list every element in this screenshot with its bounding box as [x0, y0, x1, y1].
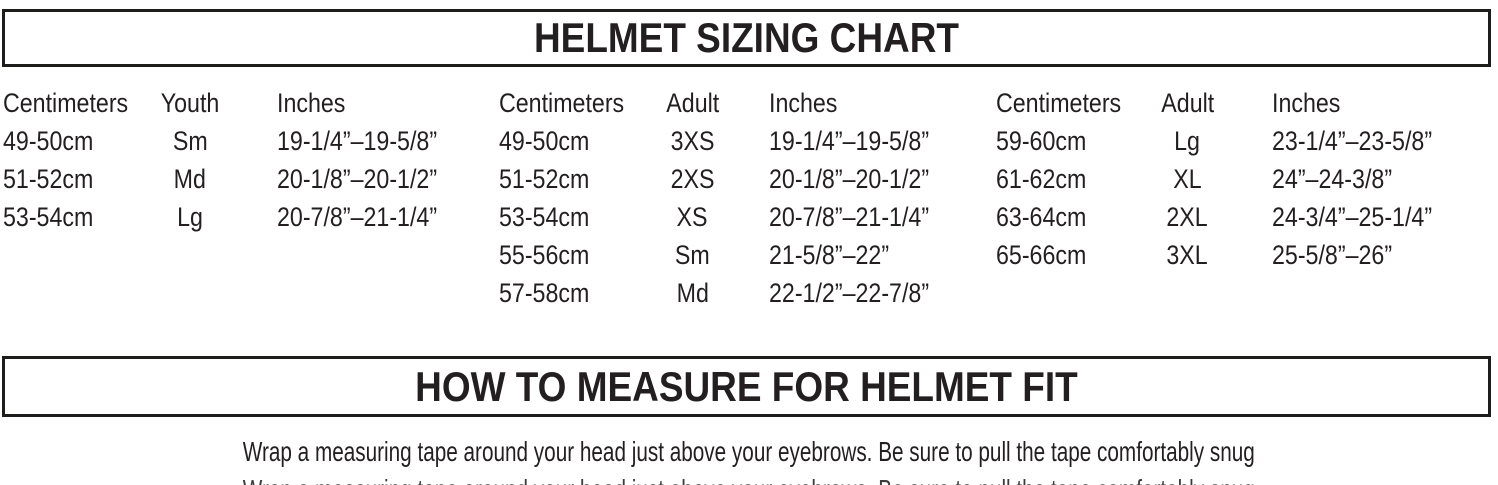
table-cell-inches: 23-1/4”–23-5/8” [1272, 126, 1433, 156]
youth-centimeters-column: Centimeters 49-50cm 51-52cm 53-54cm [3, 84, 149, 236]
table-cell-cm: 49-50cm [3, 126, 94, 156]
table-cell-inches: 24-3/4”–25-1/4” [1272, 202, 1433, 232]
table-cell-size: Lg [1174, 126, 1201, 156]
column-header-centimeters: Centimeters [3, 88, 129, 118]
table-cell-size: Md [676, 278, 709, 308]
helmet-sizing-chart-title-bar: HELMET SIZING CHART [2, 9, 1491, 67]
youth-size-column: Youth Sm Md Lg [115, 84, 265, 236]
table-cell-cm: 51-52cm [3, 164, 94, 194]
column-header-inches: Inches [1272, 88, 1341, 118]
table-cell-size: XL [1173, 164, 1202, 194]
adult-large-inches-column: Inches 23-1/4”–23-5/8” 24”–24-3/8” 24-3/… [1272, 84, 1458, 274]
column-header-centimeters: Centimeters [499, 88, 625, 118]
table-cell-size: 2XS [670, 164, 715, 194]
column-header-inches: Inches [769, 88, 838, 118]
table-cell-size: Sm [675, 240, 710, 270]
adult-small-size-column: Adult 3XS 2XS XS Sm Md [615, 84, 770, 312]
column-header-adult: Adult [1161, 88, 1214, 118]
table-cell-inches: 20-7/8”–21-1/4” [769, 202, 930, 232]
table-cell-cm: 49-50cm [499, 126, 590, 156]
table-cell-size: 3XL [1166, 240, 1209, 270]
table-cell-inches: 19-1/4”–19-5/8” [769, 126, 930, 156]
column-header-adult: Adult [666, 88, 719, 118]
column-header-inches: Inches [277, 88, 346, 118]
column-header-centimeters: Centimeters [996, 88, 1122, 118]
adult-large-size-column: Adult Lg XL 2XL 3XL [1110, 84, 1265, 274]
table-cell-size: 3XS [670, 126, 715, 156]
table-cell-inches: 20-1/8”–20-1/2” [769, 164, 930, 194]
table-cell-size: Md [173, 164, 207, 194]
table-cell-inches: 25-5/8”–26” [1272, 240, 1393, 270]
table-cell-cm: 65-66cm [996, 240, 1087, 270]
table-cell-cm: 57-58cm [499, 278, 590, 308]
table-cell-inches: 22-1/2”–22-7/8” [769, 278, 930, 308]
table-cell-cm: 53-54cm [3, 202, 94, 232]
table-cell-inches: 24”–24-3/8” [1272, 164, 1393, 194]
table-cell-cm: 59-60cm [996, 126, 1087, 156]
youth-inches-column: Inches 19-1/4”–19-5/8” 20-1/8”–20-1/2” 2… [277, 84, 463, 236]
table-cell-inches: 20-1/8”–20-1/2” [277, 164, 438, 194]
how-to-measure-title: HOW TO MEASURE FOR HELMET FIT [415, 362, 1078, 410]
table-cell-size: XS [677, 202, 708, 232]
adult-small-inches-column: Inches 19-1/4”–19-5/8” 20-1/8”–20-1/2” 2… [769, 84, 955, 312]
table-cell-inches: 19-1/4”–19-5/8” [277, 126, 438, 156]
table-cell-cm: 55-56cm [499, 240, 590, 270]
table-cell-size: Lg [177, 202, 203, 232]
table-cell-cm: 61-62cm [996, 164, 1087, 194]
adult-large-centimeters-column: Centimeters 59-60cm 61-62cm 63-64cm 65-6… [996, 84, 1142, 274]
helmet-sizing-chart-title: HELMET SIZING CHART [533, 14, 960, 61]
table-cell-size: 2XL [1166, 202, 1209, 232]
adult-small-centimeters-column: Centimeters 49-50cm 51-52cm 53-54cm 55-5… [499, 84, 645, 312]
how-to-measure-title-bar: HOW TO MEASURE FOR HELMET FIT [2, 356, 1491, 417]
table-cell-size: Sm [172, 126, 208, 156]
table-cell-cm: 53-54cm [499, 202, 590, 232]
table-cell-inches: 21-5/8”–22” [769, 240, 890, 270]
clipped-text-line: Wrap a measuring tape around your head j… [0, 478, 1498, 485]
measuring-instructions-text: Wrap a measuring tape around your head j… [242, 436, 1256, 467]
column-header-youth: Youth [160, 88, 220, 118]
table-cell-inches: 20-7/8”–21-1/4” [277, 202, 438, 232]
table-cell-cm: 63-64cm [996, 202, 1087, 232]
table-cell-cm: 51-52cm [499, 164, 590, 194]
